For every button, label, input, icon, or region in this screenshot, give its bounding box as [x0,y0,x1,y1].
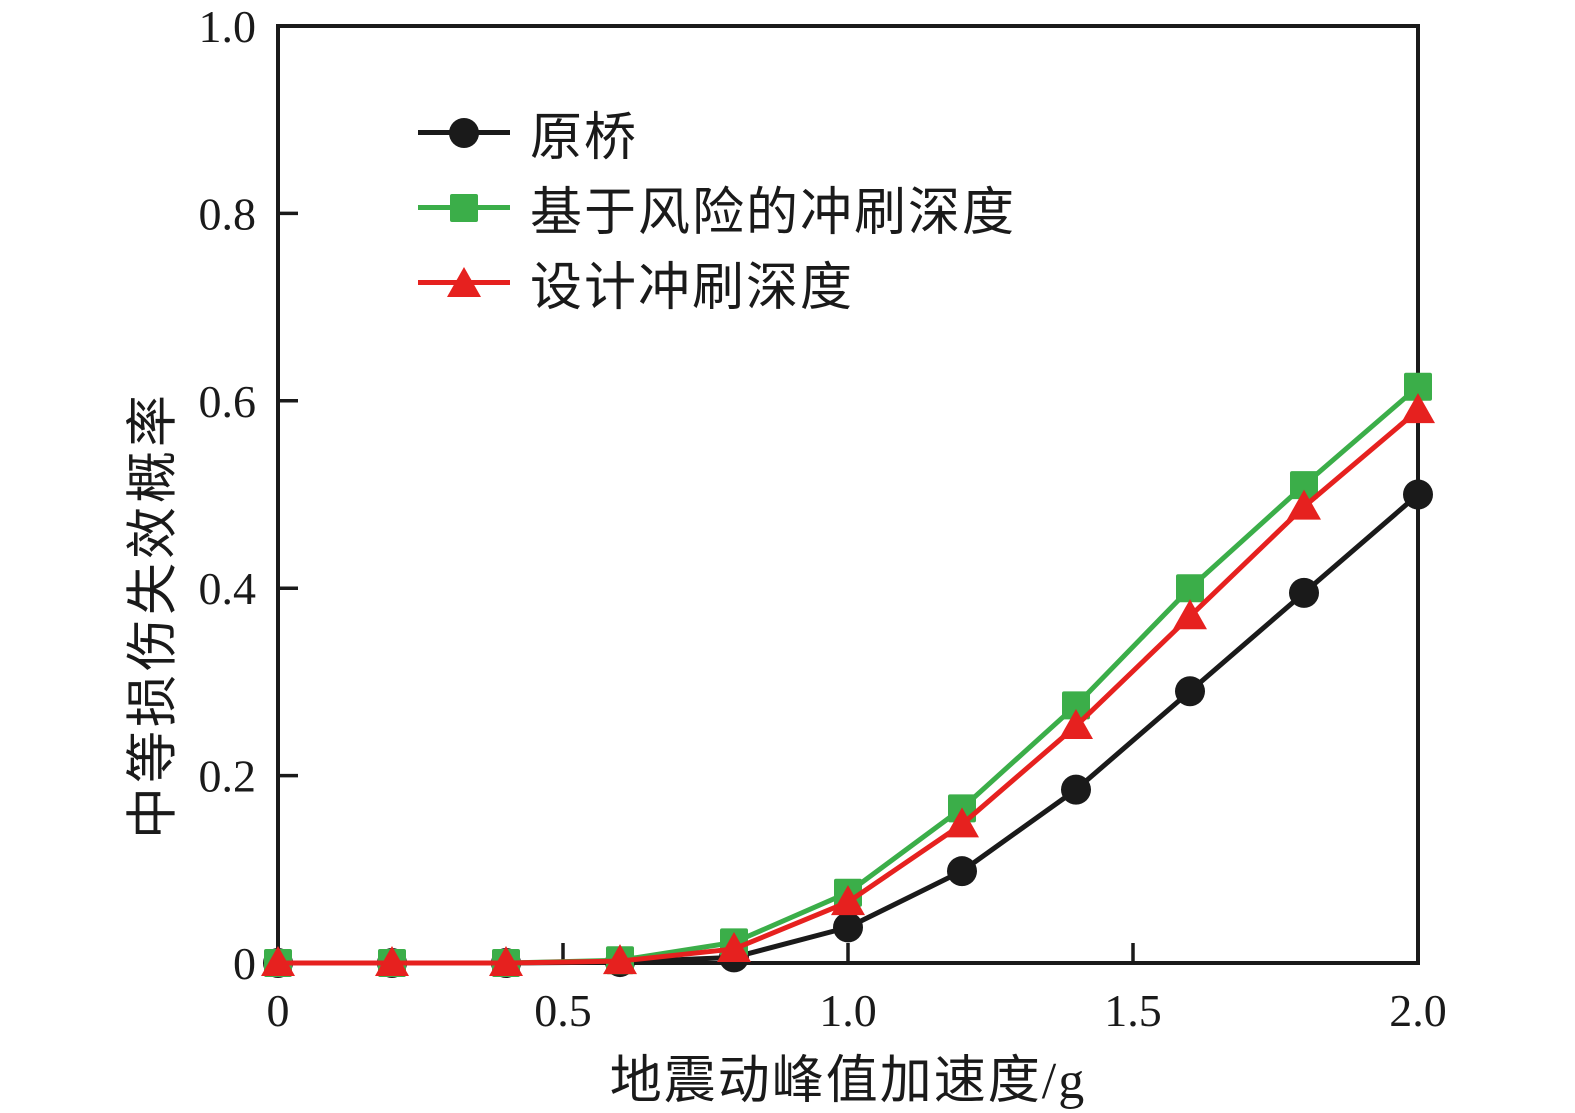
x-tick-label: 2.0 [1389,985,1447,1036]
y-tick-label: 0.2 [199,751,257,802]
y-tick-label: 0.4 [199,563,257,614]
x-tick-label: 1.0 [819,985,877,1036]
data-point-circle [1061,774,1091,805]
x-tick-label: 0.5 [534,985,592,1036]
data-point-circle [947,856,977,887]
data-point-square [1404,372,1432,401]
legend-swatch [418,191,510,225]
data-point-triangle [1401,393,1435,424]
square-marker-icon [450,193,478,222]
triangle-marker-icon [447,266,481,297]
legend-item-original-bridge: 原桥 [418,95,1016,170]
legend-item-design-scour-depth: 设计冲刷深度 [418,245,1016,320]
data-point-triangle [717,931,751,962]
legend-label: 原桥 [530,110,639,167]
data-point-circle [1403,479,1433,510]
data-point-circle [1289,577,1319,608]
legend-label: 设计冲刷深度 [530,260,855,317]
y-tick-label: 1.0 [199,1,257,52]
y-tick-label: 0.6 [199,376,257,427]
legend: 原桥 基于风险的冲刷深度 设计冲刷深度 [418,95,1016,320]
data-point-circle [833,912,863,943]
data-point-triangle [1287,489,1321,520]
data-point-circle [1175,676,1205,707]
data-point-square [1176,574,1204,603]
circle-marker-icon [449,117,479,148]
data-point-triangle [375,946,409,976]
legend-label: 基于风险的冲刷深度 [530,185,1017,242]
legend-swatch [418,116,510,150]
data-point-triangle [945,807,979,838]
x-axis-title: 地震动峰值加速度/g [609,1053,1087,1110]
y-tick-label: 0.8 [199,188,257,239]
data-point-triangle [1059,708,1093,739]
x-tick-label: 0 [267,985,290,1036]
y-axis-title: 中等损伤失效概率 [125,390,183,840]
data-point-square [1290,471,1318,500]
legend-swatch [418,266,510,300]
data-point-triangle [603,944,637,975]
x-tick-label: 1.5 [1104,985,1162,1036]
series-line-square [278,384,1420,966]
data-point-square [1062,691,1090,720]
data-point-triangle [1173,599,1207,630]
legend-item-risk-based-scour-depth: 基于风险的冲刷深度 [418,170,1016,245]
data-point-triangle [489,946,523,976]
data-point-triangle [261,946,295,976]
data-point-triangle [831,885,865,916]
y-tick-label: 0 [233,938,256,989]
